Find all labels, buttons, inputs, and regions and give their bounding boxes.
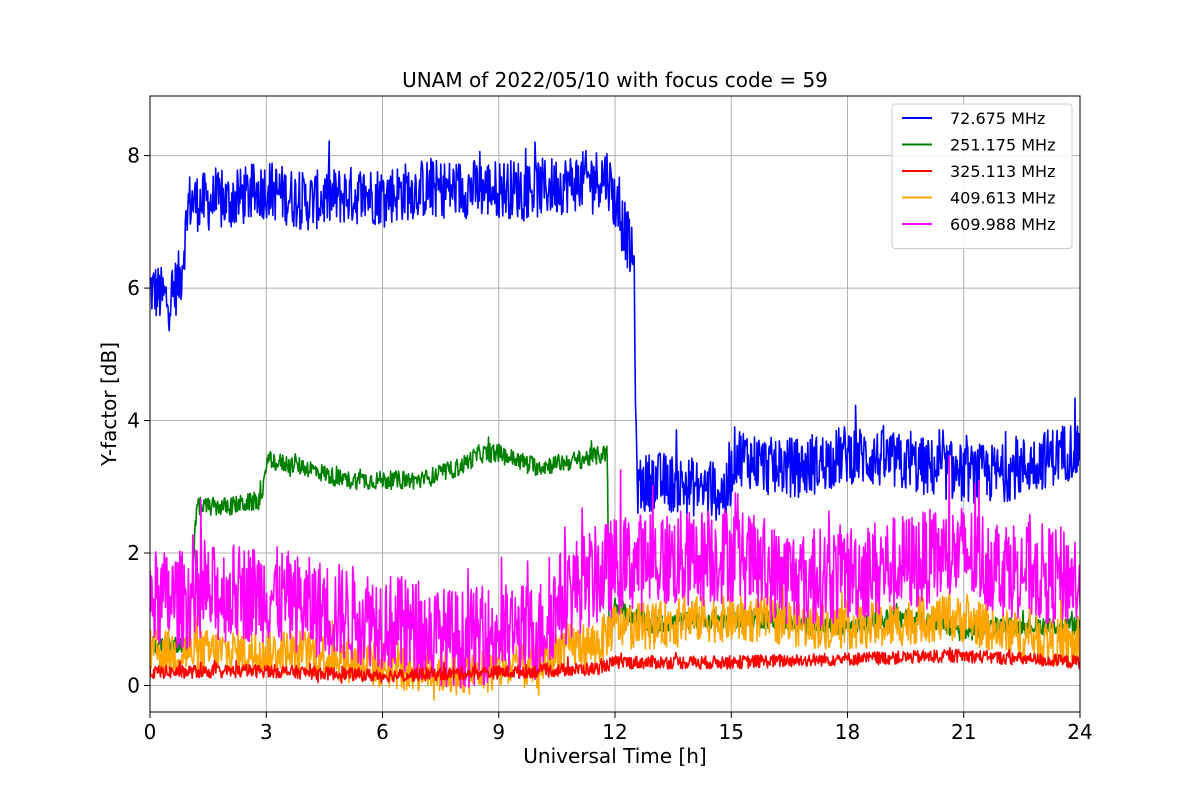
x-tick-label: 3 <box>260 720 273 744</box>
x-tick-label: 0 <box>144 720 157 744</box>
legend-box <box>891 103 1073 249</box>
series-line-72-675-mhz <box>150 140 1080 521</box>
y-tick-label: 0 <box>127 674 140 698</box>
x-tick-label: 24 <box>1067 720 1092 744</box>
x-tick-label: 9 <box>492 720 505 744</box>
x-tick-label: 6 <box>376 720 389 744</box>
series-line-409-613-mhz <box>150 585 1080 701</box>
y-tick-label: 2 <box>127 541 140 565</box>
y-axis-label: Y-factor [dB] <box>97 342 121 467</box>
x-tick-label: 21 <box>951 720 976 744</box>
y-tick-label: 8 <box>127 144 140 168</box>
series-layer <box>150 140 1080 701</box>
legend-label: 325.113 MHz <box>950 162 1055 181</box>
series-line-325-113-mhz <box>150 647 1080 684</box>
y-tick-label: 4 <box>127 409 140 433</box>
x-tick-label: 15 <box>719 720 744 744</box>
legend-label: 609.988 MHz <box>950 215 1055 234</box>
legend-label: 409.613 MHz <box>950 189 1055 208</box>
x-axis-label: Universal Time [h] <box>523 744 706 768</box>
y-tick-label: 6 <box>127 276 140 300</box>
legend: 72.675 MHz 251.175 MHz 325.113 MHz 409.613 … <box>891 103 1073 249</box>
chart-title: UNAM of 2022/05/10 with focus code = 59 <box>402 68 828 92</box>
x-tick-label: 18 <box>835 720 860 744</box>
legend-label: 72.675 MHz <box>950 109 1045 128</box>
x-tick-label: 12 <box>602 720 627 744</box>
legend-label: 251.175 MHz <box>950 136 1055 155</box>
series-line-609-988-mhz <box>150 454 1080 689</box>
